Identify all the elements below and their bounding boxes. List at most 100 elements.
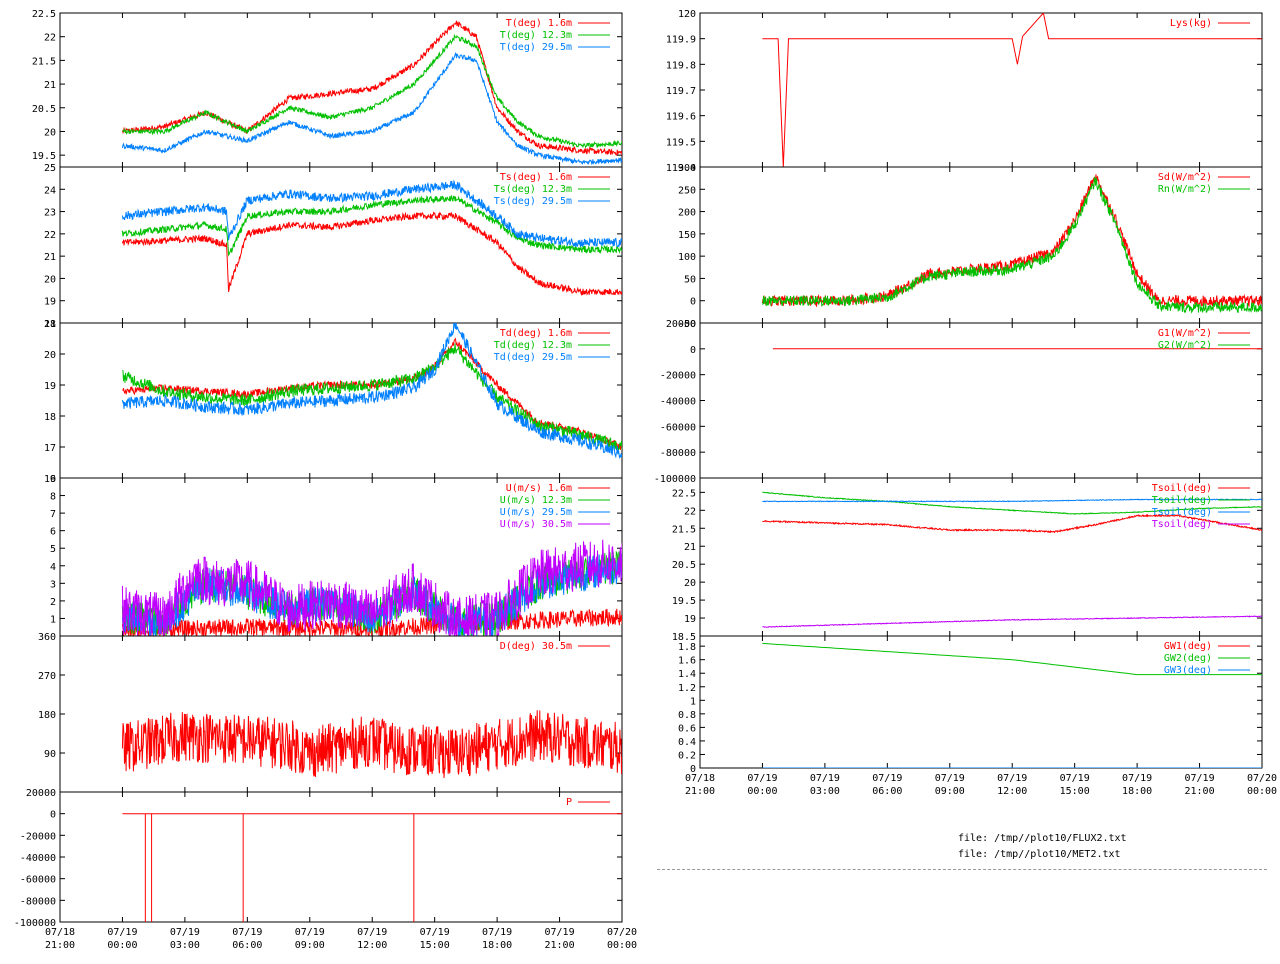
x-tick-date: 07/19	[232, 927, 262, 938]
y-tick-label: 1.8	[678, 642, 696, 653]
separator	[657, 869, 1267, 870]
y-tick-label: 270	[38, 671, 56, 682]
panel-right-2: -100000 -80000 -60000 -40000 -20000 0 20000 G1(…	[654, 319, 1263, 485]
y-tick-label: 20	[684, 578, 696, 589]
y-tick-label: -60000	[660, 422, 696, 433]
series-line	[121, 211, 622, 297]
x-tick-time: 15:00	[420, 940, 450, 951]
y-tick-label: 0	[690, 764, 696, 775]
y-tick-label: 119.8	[666, 60, 696, 71]
y-tick-label: 20000	[666, 319, 696, 330]
series-line	[762, 13, 1262, 167]
y-tick-label: 24	[44, 185, 56, 196]
y-tick-label: 100	[678, 252, 696, 263]
series-group	[121, 539, 622, 636]
legend-label: T(deg) 29.5m	[500, 42, 572, 53]
legend-label: Ts(deg) 29.5m	[494, 196, 572, 207]
legend-label: U(m/s) 29.5m	[500, 507, 572, 518]
y-tick-label: 18	[44, 412, 56, 423]
y-tick-label: 23	[44, 208, 56, 219]
y-tick-label: -40000	[20, 853, 56, 864]
y-tick-label: 90	[44, 749, 56, 760]
legend-label: D(deg) 30.5m	[500, 641, 572, 652]
y-tick-label: 180	[38, 710, 56, 721]
series-line	[121, 51, 622, 166]
x-tick-date: 07/19	[420, 927, 450, 938]
y-tick-label: 119.4	[666, 163, 696, 174]
panel-left-4: 90 180 270 360 D(deg) 30.5m	[38, 632, 623, 793]
y-tick-label: 20	[44, 127, 56, 138]
legend-label: Ts(deg) 12.3m	[494, 184, 572, 195]
y-tick-label: -80000	[660, 448, 696, 459]
series-group	[121, 323, 622, 460]
y-tick-label: 119.5	[666, 137, 696, 148]
x-tick-time: 12:00	[357, 940, 387, 951]
legend-label: U(m/s) 30.5m	[500, 519, 572, 530]
y-tick-label: 250	[678, 185, 696, 196]
series-line	[121, 195, 622, 257]
legend-label: Ts(deg) 1.6m	[500, 172, 572, 183]
y-tick-label: 200	[678, 208, 696, 219]
x-tick-time: 18:00	[482, 940, 512, 951]
y-tick-label: 0	[50, 810, 56, 821]
y-tick-label: 20	[44, 274, 56, 285]
x-tick-date: 07/19	[935, 773, 965, 784]
y-tick-label: 9	[50, 474, 56, 485]
x-tick-time: 15:00	[1060, 786, 1090, 797]
legend-label: Tsoil(deg)	[1152, 483, 1212, 494]
y-tick-label: 19	[44, 381, 56, 392]
x-tick-time: 21:00	[545, 940, 575, 951]
x-tick-time: 09:00	[935, 786, 965, 797]
x-tick-date: 07/18	[45, 927, 75, 938]
y-tick-label: 19.5	[672, 596, 696, 607]
y-tick-label: 1.6	[678, 656, 696, 667]
x-tick-date: 07/19	[107, 927, 137, 938]
series-group	[122, 813, 622, 922]
legend-label: G2(W/m^2)	[1158, 340, 1212, 351]
series-line	[762, 498, 1262, 503]
y-tick-label: 360	[38, 632, 56, 643]
y-tick-label: 2	[50, 597, 56, 608]
panel-left-5: -100000 -80000 -60000 -40000 -20000 0 20000 P 07…	[14, 788, 637, 951]
y-tick-label: -50	[678, 319, 696, 330]
x-tick-time: 12:00	[997, 786, 1027, 797]
y-tick-label: 20	[44, 350, 56, 361]
x-tick-date: 07/19	[810, 773, 840, 784]
legend-label: Tsoil(deg)	[1152, 495, 1212, 506]
y-tick-label: 21.5	[672, 524, 696, 535]
y-tick-label: 19	[44, 297, 56, 308]
series-line	[762, 642, 1262, 676]
x-tick-time: 09:00	[295, 940, 325, 951]
y-tick-label: 18	[44, 319, 56, 330]
series-line	[121, 20, 622, 156]
file-label-met: file: /tmp//plot10/MET2.txt	[958, 849, 1121, 860]
legend-label: Lys(kg)	[1170, 18, 1212, 29]
legend-label: Tsoil(deg)	[1152, 519, 1212, 530]
y-tick-label: 20000	[26, 788, 56, 799]
y-tick-label: 19	[684, 614, 696, 625]
plot-frame	[59, 791, 623, 923]
y-tick-label: 1.2	[678, 683, 696, 694]
x-tick-time: 21:00	[1185, 786, 1215, 797]
panel-right-4: 0 0.2 0.4 0.6 0.8 1 1.2 1.4 1.6 1.8 GW1(deg)GW2(de…	[678, 635, 1277, 797]
y-tick-label: 8	[50, 492, 56, 503]
x-tick-time: 00:00	[107, 940, 137, 951]
panel-left-3: 1 2 3 4 5 6 7 8 9 U(m/s) 1.6mU(m/s) 12.3mU(m/s) 2…	[50, 474, 623, 637]
series-group	[762, 642, 1262, 768]
y-tick-label: 120	[678, 9, 696, 20]
x-tick-time: 06:00	[232, 940, 262, 951]
y-tick-label: -60000	[20, 875, 56, 886]
x-tick-date: 07/20	[1247, 773, 1277, 784]
x-tick-date: 07/19	[295, 927, 325, 938]
panel-right-0: 119.4 119.5 119.6 119.7 119.8 119.9 120 Lys(kg)	[666, 9, 1263, 174]
series-line	[121, 179, 622, 248]
series-group	[121, 710, 622, 779]
y-tick-label: 22	[44, 33, 56, 44]
y-tick-label: 19.5	[32, 151, 56, 162]
y-tick-label: 17	[44, 443, 56, 454]
y-tick-label: -80000	[20, 896, 56, 907]
legend-label: Td(deg) 29.5m	[494, 352, 572, 363]
